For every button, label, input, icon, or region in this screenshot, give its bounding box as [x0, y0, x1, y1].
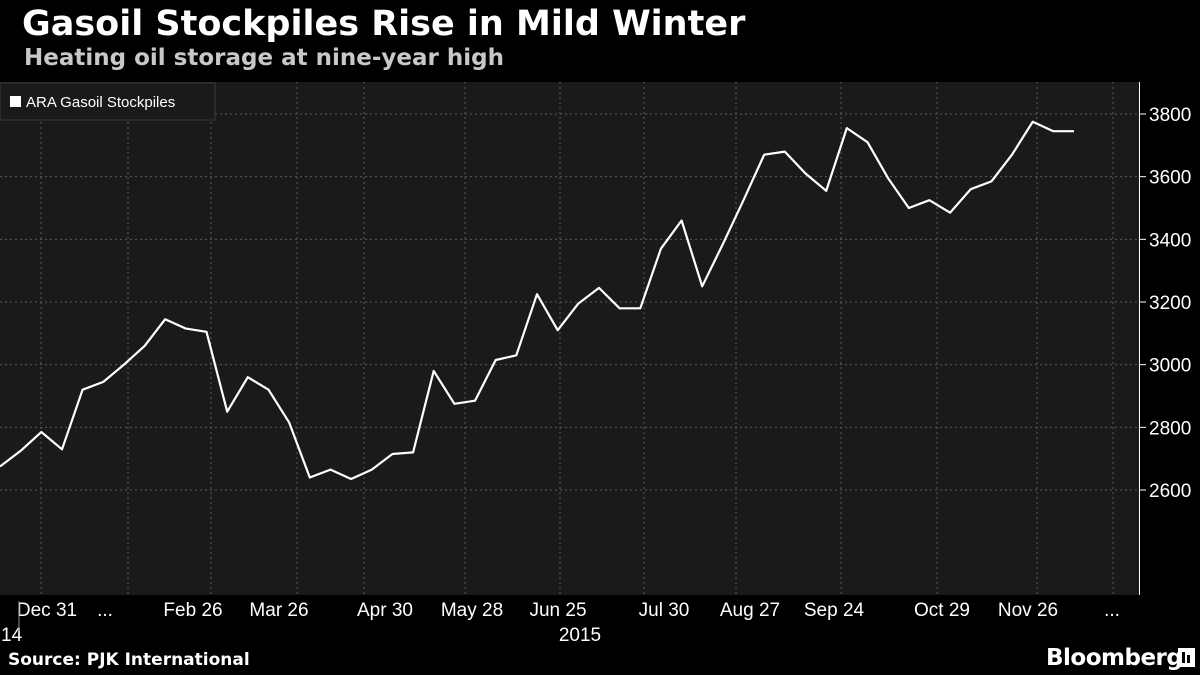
bloomberg-logo: Bloomberg [1046, 645, 1183, 671]
source-note: Source: PJK International [8, 650, 250, 670]
y-tick-label: 2600 [1149, 481, 1191, 502]
x-tick-label: May 28 [441, 600, 503, 621]
legend-swatch [10, 96, 21, 107]
x-axis: Dec 31... Feb 26 Mar 26 Apr 30 May 28 Jun 25 J… [1, 600, 1120, 646]
grid [0, 82, 1139, 595]
x-year-label: 2015 [559, 625, 601, 646]
x-tick-label: Jul 30 [639, 600, 690, 621]
x-tick-label: Jun 25 [529, 600, 586, 621]
chart-subtitle: Heating oil storage at nine-year high [24, 45, 504, 71]
x-tick-label: Apr 30 [357, 600, 413, 621]
legend: ARA Gasoil Stockpiles [0, 82, 216, 121]
x-tick-label: Oct 29 [914, 600, 970, 621]
y-tick-label: 2800 [1149, 418, 1191, 439]
legend-box [0, 82, 216, 121]
x-tick-label: Mar 26 [249, 600, 308, 621]
legend-label: ARA Gasoil Stockpiles [26, 94, 175, 111]
x-tick-label: Sep 24 [804, 600, 865, 621]
y-axis: 2600 2800 3000 3200 3400 3600 3800 [1139, 82, 1191, 595]
x-tick-label: ... [97, 600, 113, 621]
x-tick-label: Feb 26 [163, 600, 222, 621]
plot-area [0, 82, 1139, 595]
y-tick-label: 3200 [1149, 293, 1191, 314]
chart-title: Gasoil Stockpiles Rise in Mild Winter [22, 4, 746, 44]
y-tick-label: 3600 [1149, 168, 1191, 189]
x-year-label: 14 [1, 625, 23, 646]
y-tick-label: 3800 [1149, 105, 1191, 126]
x-tick-label: Dec 31 [17, 600, 77, 621]
y-tick-label: 3400 [1149, 230, 1191, 251]
chart: 2600 2800 3000 3200 3400 3600 3800 Dec 31... Fe… [0, 82, 1191, 646]
y-tick-label: 3000 [1149, 356, 1191, 377]
bloomberg-mark-icon [1178, 648, 1195, 667]
x-tick-label: ... [1104, 600, 1120, 621]
x-tick-label: Aug 27 [720, 600, 780, 621]
series-line [0, 120, 1074, 481]
x-tick-label: Nov 26 [998, 600, 1058, 621]
